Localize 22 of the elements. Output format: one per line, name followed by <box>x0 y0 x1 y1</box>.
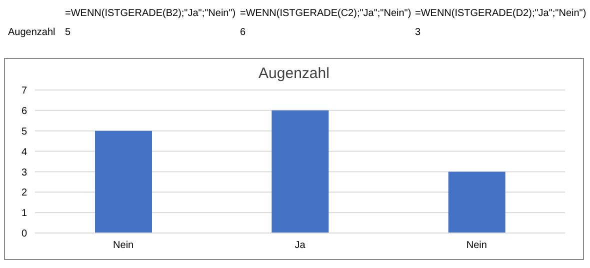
x-tick-label: Nein <box>113 240 134 252</box>
y-tick-label: 7 <box>21 86 28 97</box>
bar <box>272 110 329 233</box>
y-tick-label: 6 <box>21 106 28 117</box>
text: =WENN(ISTGERADE(B2);"Ja";"Nein") <box>65 8 236 19</box>
x-tick-label: Nein <box>466 240 487 252</box>
text: 6 <box>240 27 246 38</box>
text: 5 <box>65 27 71 38</box>
y-tick-label: 4 <box>21 146 28 158</box>
y-tick-label: 5 <box>21 126 28 138</box>
text: =WENN(ISTGERADE(C2);"Ja";"Nein") <box>240 8 412 19</box>
y-tick-label: 1 <box>21 208 28 220</box>
chart-title: Augenzahl <box>258 65 330 82</box>
bar <box>448 172 506 233</box>
y-tick-label: 3 <box>21 167 28 178</box>
text: 3 <box>415 27 421 38</box>
text: Augenzahl <box>8 27 56 38</box>
y-tick-label: 2 <box>21 188 28 199</box>
x-tick-label: Ja <box>294 240 306 252</box>
text: =WENN(ISTGERADE(D2);"Ja";"Nein") <box>415 8 586 19</box>
bar <box>95 130 152 233</box>
y-tick-label: 0 <box>21 228 28 240</box>
